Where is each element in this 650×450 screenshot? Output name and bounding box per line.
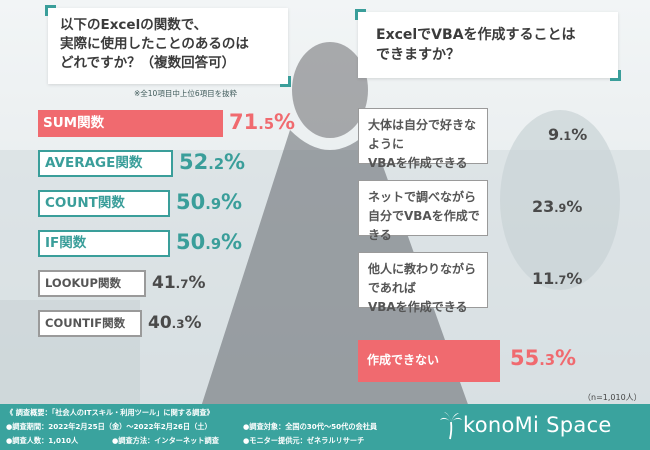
survey-method: ●調査方法：インターネット調査 — [112, 436, 219, 445]
answer-4: 作成できない — [358, 340, 500, 382]
answer-label-4: 55.3% — [510, 346, 577, 370]
bar-5: LOOKUP関数 — [38, 270, 146, 297]
footer: 《 調査概要：「社会人のITスキル・利用ツール」に関する調査》 ●調査期間：20… — [0, 404, 650, 450]
excerpt-note: ※全10項目中上位6項目を抜粋 — [134, 89, 238, 98]
answer-label-2: 23.9% — [532, 197, 583, 216]
answer-3: 他人に教わりながらであれば VBAを作成できる — [358, 252, 488, 314]
bar-1: SUM関数 — [38, 110, 223, 137]
bar-3: COUNT関数 — [38, 190, 170, 217]
data-label-6: 40.3% — [148, 313, 202, 333]
left-question-box: 以下のExcelの関数で、 実際に使用したことのあるのは どれですか？（複数回答… — [45, 5, 291, 87]
data-label-4: 50.9% — [176, 230, 243, 254]
bar-6: COUNTIF関数 — [38, 310, 142, 337]
corner-accent — [45, 5, 56, 16]
answer-1: 大体は自分で好きなように VBAを作成できる — [358, 108, 488, 170]
answer-label-1: 9.1% — [548, 125, 588, 144]
answer-2: ネットで調べながら 自分でVBAを作成できる — [358, 180, 488, 242]
data-label-2: 52.2% — [179, 150, 246, 174]
survey-period: ●調査期間：2022年2月25日（金）～2022年2月26日（土） — [6, 422, 212, 431]
answer-label-3: 11.7% — [532, 269, 583, 288]
bar-4: IF関数 — [38, 230, 170, 257]
bar-2: AVERAGE関数 — [38, 150, 173, 177]
survey-overview: 《 調査概要：「社会人のITスキル・利用ツール」に関する調査》 — [6, 408, 214, 417]
brand-logo-text: konoMi Space — [463, 413, 612, 437]
right-question-box: ExcelでVBAを作成することは できますか？ — [355, 9, 621, 81]
corner-accent — [280, 76, 291, 87]
survey-provider: ●モニター提供元：ゼネラルリサーチ — [243, 436, 365, 445]
data-label-3: 50.9% — [176, 190, 243, 214]
survey-people: ●調査人数：1,010人 — [6, 436, 79, 445]
sample-size-note: （n=1,010人） — [583, 393, 642, 402]
corner-accent — [610, 70, 621, 81]
corner-accent — [355, 9, 366, 20]
right-question-text: ExcelでVBAを作成することは できますか？ — [376, 27, 576, 63]
survey-target: ●調査対象：全国の30代～50代の会社員 — [243, 422, 378, 431]
data-label-5: 41.7% — [152, 273, 206, 293]
palm-tree-icon — [440, 412, 462, 440]
left-question-text: 以下のExcelの関数で、 実際に使用したことのあるのは どれですか？（複数回答… — [60, 17, 249, 71]
data-label-1: 71.5% — [229, 110, 296, 134]
